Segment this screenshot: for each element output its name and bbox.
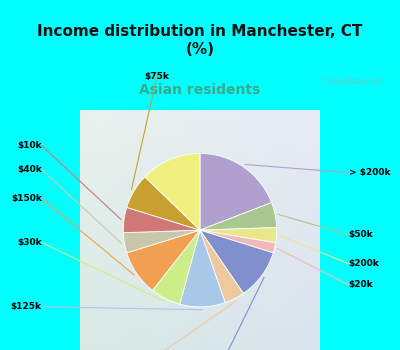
Text: $125k: $125k (11, 302, 42, 312)
Wedge shape (200, 228, 277, 243)
Text: > $200k: > $200k (349, 168, 390, 177)
Wedge shape (123, 230, 200, 253)
Text: $150k: $150k (11, 194, 42, 203)
Wedge shape (127, 230, 200, 290)
Text: $50k: $50k (349, 230, 373, 239)
Text: Income distribution in Manchester, CT
(%): Income distribution in Manchester, CT (%… (37, 24, 363, 57)
Text: ⓘ City-Data.com: ⓘ City-Data.com (321, 77, 382, 86)
Text: $200k: $200k (349, 259, 379, 268)
Text: Asian residents: Asian residents (139, 83, 261, 97)
Wedge shape (200, 230, 276, 253)
Wedge shape (180, 230, 225, 307)
Text: $10k: $10k (17, 141, 42, 150)
Wedge shape (127, 177, 200, 230)
Text: $20k: $20k (349, 280, 373, 289)
Text: $30k: $30k (17, 238, 42, 247)
Wedge shape (200, 230, 273, 293)
Wedge shape (152, 230, 200, 304)
Wedge shape (145, 153, 200, 230)
Wedge shape (200, 203, 277, 230)
Wedge shape (200, 230, 244, 303)
Text: $40k: $40k (17, 165, 42, 174)
Wedge shape (200, 153, 272, 230)
Wedge shape (123, 208, 200, 233)
Text: $75k: $75k (144, 72, 169, 81)
